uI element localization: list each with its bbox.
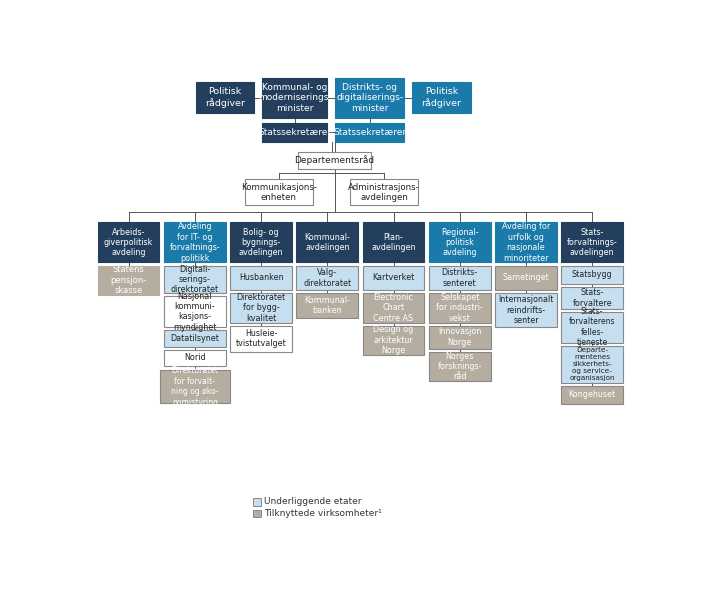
Text: Stats-
forvaltnings-
avdelingen: Stats- forvaltnings- avdelingen [567, 228, 618, 257]
FancyBboxPatch shape [262, 77, 327, 118]
Text: Husbanken: Husbanken [239, 274, 283, 283]
Text: Tilknyttede virksomheter¹: Tilknyttede virksomheter¹ [264, 509, 382, 518]
Text: Stats-
forvalterens
felles-
tjeneste: Stats- forvalterens felles- tjeneste [569, 307, 615, 347]
Text: Stats-
forvaltere: Stats- forvaltere [572, 288, 612, 308]
FancyBboxPatch shape [562, 266, 623, 284]
FancyBboxPatch shape [196, 82, 254, 113]
FancyBboxPatch shape [164, 266, 226, 293]
Text: Datatilsynet: Datatilsynet [170, 334, 219, 343]
FancyBboxPatch shape [562, 287, 623, 309]
Text: Kommunal- og
moderniserings-
minister: Kommunal- og moderniserings- minister [257, 83, 331, 113]
FancyBboxPatch shape [262, 123, 327, 142]
FancyBboxPatch shape [362, 293, 424, 322]
Text: Arbeids-
giverpolitisk
avdeling: Arbeids- giverpolitisk avdeling [104, 228, 153, 257]
FancyBboxPatch shape [429, 325, 490, 349]
Text: Internasjonalt
reindrifts-
senter: Internasjonalt reindrifts- senter [498, 296, 554, 325]
FancyBboxPatch shape [429, 222, 490, 262]
FancyBboxPatch shape [230, 293, 292, 322]
FancyBboxPatch shape [296, 222, 358, 262]
FancyBboxPatch shape [562, 346, 623, 383]
Text: Distrikts-
senteret: Distrikts- senteret [441, 268, 478, 288]
FancyBboxPatch shape [298, 151, 371, 169]
Text: Design og
arkitektur
Norge: Design og arkitektur Norge [373, 325, 413, 355]
Text: Electronic
Chart
Centre AS: Electronic Chart Centre AS [373, 293, 413, 323]
Text: Digitali-
serings-
direktoratet: Digitali- serings- direktoratet [171, 265, 219, 294]
FancyBboxPatch shape [350, 179, 418, 206]
FancyBboxPatch shape [230, 325, 292, 352]
Text: Underliggende etater: Underliggende etater [264, 498, 362, 507]
FancyBboxPatch shape [495, 266, 557, 290]
FancyBboxPatch shape [562, 312, 623, 343]
FancyBboxPatch shape [98, 266, 160, 295]
FancyBboxPatch shape [429, 266, 490, 290]
FancyBboxPatch shape [230, 222, 292, 262]
Text: Innovasjon
Norge: Innovasjon Norge [438, 327, 482, 347]
Text: Departementsråd: Departementsråd [295, 155, 375, 165]
Text: Avdeling
for IT- og
forvaltnings-
politikk: Avdeling for IT- og forvaltnings- politi… [170, 222, 220, 263]
FancyBboxPatch shape [495, 293, 557, 327]
Text: Direktoratet
for forvalt-
ning og øko-
nomistyring: Direktoratet for forvalt- ning og øko- n… [171, 367, 219, 406]
Text: Plan-
avdelingen: Plan- avdelingen [371, 233, 416, 252]
Text: Direktoratet
for bygg-
kvalitet: Direktoratet for bygg- kvalitet [237, 293, 285, 323]
FancyBboxPatch shape [562, 386, 623, 404]
FancyBboxPatch shape [429, 293, 490, 322]
Text: Administrasjons-
avdelingen: Administrasjons- avdelingen [349, 183, 420, 202]
Text: Nasjonal
kommuni-
kasjons-
myndighet: Nasjonal kommuni- kasjons- myndighet [173, 291, 216, 332]
FancyBboxPatch shape [335, 123, 404, 142]
FancyBboxPatch shape [164, 330, 226, 347]
Text: Politisk
rådgiver: Politisk rådgiver [421, 88, 462, 108]
FancyBboxPatch shape [164, 296, 226, 327]
FancyBboxPatch shape [245, 179, 313, 206]
Text: Statssekretærer: Statssekretærer [258, 128, 331, 137]
Text: Avdeling for
urfolk og
nasjonale
minoriteter: Avdeling for urfolk og nasjonale minorit… [502, 222, 550, 263]
FancyBboxPatch shape [362, 266, 424, 290]
FancyBboxPatch shape [362, 222, 424, 262]
FancyBboxPatch shape [362, 325, 424, 355]
Text: Statsbygg: Statsbygg [572, 271, 613, 280]
FancyBboxPatch shape [562, 222, 623, 262]
FancyBboxPatch shape [412, 82, 470, 113]
FancyBboxPatch shape [335, 77, 404, 118]
FancyBboxPatch shape [253, 510, 261, 517]
FancyBboxPatch shape [296, 266, 358, 290]
Text: Kommunal-
avdelingen: Kommunal- avdelingen [304, 233, 350, 252]
Text: Departe-
mentenes
sikkerhets-
og service-
organisasjon: Departe- mentenes sikkerhets- og service… [569, 347, 615, 381]
FancyBboxPatch shape [296, 293, 358, 318]
FancyBboxPatch shape [429, 352, 490, 381]
Text: Statens
pensjon-
skasse: Statens pensjon- skasse [111, 265, 147, 295]
Text: Distrikts- og
digitaliserings-
minister: Distrikts- og digitaliserings- minister [336, 83, 403, 113]
Text: Husleie-
tvistutvalget: Husleie- tvistutvalget [236, 329, 286, 349]
FancyBboxPatch shape [164, 222, 226, 262]
Text: Regional-
politisk
avdeling: Regional- politisk avdeling [441, 228, 479, 257]
Text: Kommunal-
banken: Kommunal- banken [304, 296, 350, 315]
Text: Sametinget: Sametinget [503, 274, 549, 283]
Text: Kongehuset: Kongehuset [569, 390, 615, 399]
Text: Politisk
rådgiver: Politisk rådgiver [205, 88, 245, 108]
Text: Kommunikasjons-
enheten: Kommunikasjons- enheten [241, 183, 317, 202]
FancyBboxPatch shape [98, 222, 160, 262]
Text: Valg-
direktoratet: Valg- direktoratet [303, 268, 352, 288]
Text: Norid: Norid [184, 353, 206, 362]
FancyBboxPatch shape [495, 222, 557, 262]
Text: Norges
forsknings-
råd: Norges forsknings- råd [437, 352, 482, 381]
Text: Bolig- og
bygnings-
avdelingen: Bolig- og bygnings- avdelingen [239, 228, 283, 257]
Text: Kartverket: Kartverket [372, 274, 415, 283]
FancyBboxPatch shape [160, 370, 229, 403]
FancyBboxPatch shape [253, 498, 261, 506]
FancyBboxPatch shape [230, 266, 292, 290]
Text: Selskapet
for industri-
vekst: Selskapet for industri- vekst [436, 293, 483, 323]
Text: Statssekretærer: Statssekretærer [333, 128, 406, 137]
FancyBboxPatch shape [164, 350, 226, 366]
